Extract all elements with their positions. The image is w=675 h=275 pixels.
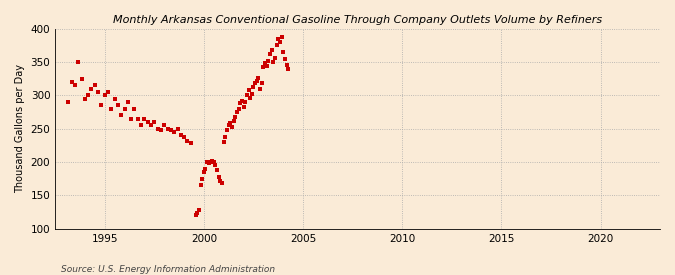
Point (153, 126, 163, 131)
Point (227, 125, 238, 130)
Point (149, 120, 160, 124)
Point (63, 100, 74, 104)
Point (260, 61, 271, 65)
Point (126, 116, 136, 121)
Point (172, 126, 183, 131)
Point (194, 208, 205, 212)
Point (238, 105, 249, 109)
Point (146, 123, 157, 127)
Point (220, 134, 231, 139)
Point (258, 65, 269, 70)
Point (254, 86, 265, 91)
Point (70, 83, 80, 87)
Point (215, 178, 225, 183)
Point (225, 121, 236, 125)
Point (246, 92, 257, 96)
Point (129, 106, 140, 111)
Point (252, 78, 263, 83)
Point (203, 161, 214, 166)
Point (261, 64, 272, 68)
Point (236, 98, 247, 103)
Point (248, 85, 259, 89)
Point (212, 168, 223, 172)
Point (205, 160, 216, 164)
Point (119, 106, 130, 111)
Point (253, 76, 264, 80)
Point (86, 86, 97, 91)
Point (263, 58, 274, 63)
Point (232, 110, 242, 114)
Point (281, 63, 292, 67)
Point (190, 213, 201, 218)
Point (213, 174, 224, 179)
Point (276, 34, 287, 39)
Point (207, 158, 217, 163)
Point (217, 181, 227, 185)
Point (250, 81, 261, 86)
Y-axis label: Thousand Gallons per Day: Thousand Gallons per Day (15, 64, 25, 193)
Point (223, 123, 234, 127)
Point (83, 93, 94, 97)
Point (182, 138, 193, 143)
Point (218, 140, 229, 144)
Point (132, 116, 143, 121)
Point (179, 134, 190, 139)
Point (233, 106, 244, 111)
Point (106, 106, 117, 111)
Point (80, 96, 90, 101)
Point (66, 80, 77, 84)
Point (99, 93, 110, 97)
Point (92, 90, 103, 94)
Point (195, 183, 206, 188)
Point (165, 128, 176, 132)
Point (176, 133, 186, 138)
Point (185, 141, 196, 145)
Point (278, 50, 289, 54)
Point (235, 101, 246, 105)
Point (155, 128, 166, 132)
Point (221, 128, 232, 132)
Point (271, 43, 282, 47)
Point (76, 76, 87, 81)
Point (162, 126, 173, 131)
Point (89, 83, 100, 87)
Point (142, 120, 153, 124)
Text: Source: U.S. Energy Information Administration: Source: U.S. Energy Information Administ… (61, 265, 275, 274)
Point (136, 123, 146, 127)
Point (103, 90, 113, 94)
Point (273, 36, 284, 41)
Point (228, 119, 239, 123)
Point (200, 166, 211, 171)
Point (245, 96, 256, 100)
Point (242, 93, 252, 97)
Point (240, 100, 250, 104)
Point (269, 56, 280, 60)
Point (210, 163, 221, 167)
Point (230, 114, 240, 119)
Point (73, 60, 84, 64)
Point (256, 81, 267, 86)
Point (267, 48, 277, 52)
Title: Monthly Arkansas Conventional Gasoline Through Company Outlets Volume by Refiner: Monthly Arkansas Conventional Gasoline T… (113, 15, 602, 25)
Point (268, 60, 279, 64)
Point (202, 160, 213, 164)
Point (169, 130, 180, 134)
Point (198, 170, 209, 174)
Point (109, 96, 120, 101)
Point (192, 210, 202, 215)
Point (209, 160, 219, 164)
Point (123, 100, 134, 104)
Point (96, 103, 107, 108)
Point (283, 66, 294, 71)
Point (116, 113, 127, 117)
Point (279, 56, 290, 61)
Point (275, 40, 286, 44)
Point (113, 103, 124, 108)
Point (139, 116, 150, 121)
Point (243, 88, 254, 92)
Point (159, 123, 169, 127)
Point (265, 52, 275, 56)
Point (197, 177, 208, 181)
